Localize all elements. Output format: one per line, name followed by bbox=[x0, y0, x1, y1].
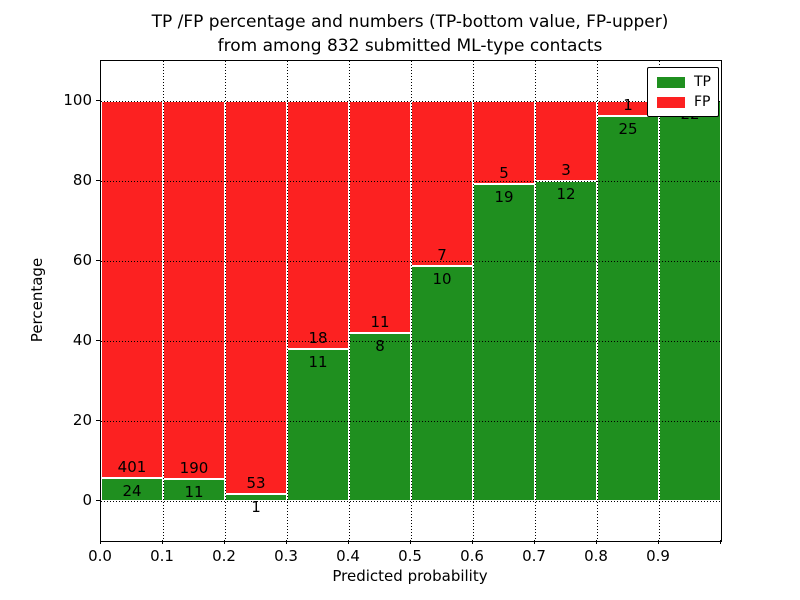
chart-title-line1: TP /FP percentage and numbers (TP-bottom… bbox=[151, 12, 669, 32]
bar-label-fp: 190 bbox=[179, 459, 209, 478]
bar-label-tp: 19 bbox=[494, 188, 514, 207]
bar-segment-fp bbox=[287, 101, 349, 350]
bar-segment-tp bbox=[411, 265, 473, 501]
bar-segment-fp bbox=[535, 101, 597, 181]
bar-segment-tp bbox=[473, 184, 535, 501]
x-tick-mark bbox=[224, 540, 225, 544]
y-tick-label: 20 bbox=[72, 411, 92, 429]
x-tick-mark bbox=[534, 540, 535, 544]
x-tick-label: 0.9 bbox=[646, 547, 670, 565]
bars-layer bbox=[101, 61, 721, 541]
plot-area: 4012419011531181111871051931212522 TP FP bbox=[100, 60, 722, 542]
x-tick-mark bbox=[348, 540, 349, 544]
x-tick-label: 0.8 bbox=[584, 547, 608, 565]
y-tick-mark bbox=[96, 340, 100, 341]
bar-label-tp: 10 bbox=[432, 269, 452, 288]
bar-label-tp: 11 bbox=[184, 483, 204, 502]
bar-label-fp: 3 bbox=[561, 161, 571, 179]
x-tick-label: 0.7 bbox=[522, 547, 546, 565]
bar-label-tp: 24 bbox=[122, 482, 142, 501]
legend-item-tp: TP bbox=[648, 72, 718, 92]
bar-segment-tp bbox=[101, 478, 163, 501]
y-tick-label: 0 bbox=[82, 491, 92, 509]
y-tick-mark bbox=[96, 100, 100, 101]
bar-segment-fp bbox=[473, 101, 535, 185]
bar-labels-layer: 4012419011531181111871051931212522 bbox=[101, 61, 721, 541]
chart-title-line2: from among 832 submitted ML-type contact… bbox=[217, 36, 603, 56]
y-tick-mark bbox=[96, 260, 100, 261]
x-tick-mark bbox=[410, 540, 411, 544]
x-tick-mark bbox=[472, 540, 473, 544]
bar-label-fp: 401 bbox=[117, 458, 147, 477]
x-tick-label: 0.5 bbox=[398, 547, 422, 565]
bar-label-fp: 53 bbox=[246, 473, 266, 492]
y-axis-label: Percentage bbox=[28, 257, 46, 343]
x-tick-label: 0.0 bbox=[88, 547, 112, 565]
bar-segment-fp bbox=[163, 101, 225, 480]
bar-label-fp: 1 bbox=[623, 96, 633, 115]
x-tick-mark bbox=[720, 540, 721, 544]
y-tick-label: 80 bbox=[72, 171, 92, 189]
bar-label-fp: 11 bbox=[370, 312, 390, 331]
y-tick-label: 100 bbox=[63, 91, 92, 109]
y-tick-label: 60 bbox=[72, 251, 92, 269]
y-tick-label: 40 bbox=[72, 331, 92, 349]
x-tick-mark bbox=[658, 540, 659, 544]
legend-label-fp: FP bbox=[694, 94, 711, 110]
bar-segment-fp bbox=[101, 101, 163, 479]
x-tick-mark bbox=[162, 540, 163, 544]
bar-label-fp: 5 bbox=[499, 164, 509, 183]
bar-label-tp: 11 bbox=[308, 353, 328, 372]
legend-label-tp: TP bbox=[694, 74, 711, 90]
x-tick-mark bbox=[596, 540, 597, 544]
legend-item-fp: FP bbox=[648, 92, 718, 112]
bar-label-tp: 1 bbox=[251, 497, 261, 516]
tp-legend-swatch-icon bbox=[657, 76, 685, 88]
fp-legend-swatch-icon bbox=[657, 96, 685, 108]
y-tick-mark bbox=[96, 500, 100, 501]
x-tick-label: 0.6 bbox=[460, 547, 484, 565]
bar-label-fp: 7 bbox=[437, 245, 447, 264]
legend: TP FP bbox=[647, 67, 719, 117]
bar-segment-fp bbox=[225, 101, 287, 494]
bar-label-tp: 25 bbox=[618, 120, 638, 139]
x-tick-label: 0.3 bbox=[274, 547, 298, 565]
x-axis-label: Predicted probability bbox=[332, 567, 488, 585]
x-tick-mark bbox=[100, 540, 101, 544]
bar-label-fp: 18 bbox=[308, 329, 328, 348]
y-tick-mark bbox=[96, 180, 100, 181]
bar-label-tp: 12 bbox=[556, 185, 576, 203]
x-tick-label: 0.1 bbox=[150, 547, 174, 565]
y-tick-mark bbox=[96, 420, 100, 421]
bar-label-tp: 8 bbox=[375, 336, 385, 355]
x-tick-label: 0.4 bbox=[336, 547, 360, 565]
x-tick-mark bbox=[286, 540, 287, 544]
x-tick-label: 0.2 bbox=[212, 547, 236, 565]
